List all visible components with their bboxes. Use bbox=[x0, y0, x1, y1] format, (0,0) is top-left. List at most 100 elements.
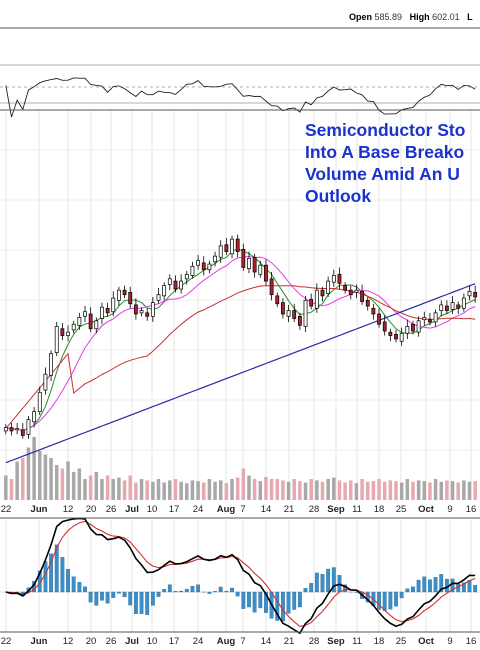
volume-bar bbox=[190, 480, 195, 500]
macd-histogram-bar bbox=[224, 590, 229, 593]
volume-bar bbox=[71, 472, 76, 500]
x-tick-label: Oct bbox=[418, 504, 435, 515]
volume-bar bbox=[405, 479, 410, 500]
volume-bar bbox=[83, 479, 87, 500]
x-tick-label: 28 bbox=[309, 504, 320, 515]
macd-histogram-bar bbox=[411, 586, 415, 593]
chart-headline[interactable]: Semiconductor Sto Into A Base Breako Vol… bbox=[305, 119, 480, 207]
volume-bar bbox=[122, 480, 127, 500]
volume-bar bbox=[139, 479, 144, 500]
macd-histogram-bar bbox=[145, 591, 150, 615]
volume-bar bbox=[77, 468, 82, 500]
volume-bar bbox=[94, 472, 99, 500]
volume-bar bbox=[49, 458, 53, 500]
candle-body bbox=[337, 273, 342, 284]
volume-bar bbox=[173, 479, 178, 500]
macd-histogram-bar bbox=[416, 579, 421, 593]
volume-bar bbox=[388, 480, 393, 500]
volume-bar bbox=[230, 479, 234, 500]
volume-bar bbox=[428, 482, 432, 500]
volume-bar bbox=[207, 479, 212, 500]
candle-body bbox=[133, 304, 138, 315]
headline-line-2: Into A Base Breako bbox=[305, 142, 465, 162]
candle-body bbox=[128, 292, 133, 305]
volume-bar bbox=[433, 479, 438, 500]
candle-body bbox=[105, 307, 110, 314]
x-tick-label: 21 bbox=[284, 504, 295, 515]
volume-bar bbox=[196, 481, 200, 500]
rsi-line bbox=[5, 77, 476, 118]
open-label: Open bbox=[349, 12, 373, 22]
volume-bar bbox=[439, 481, 443, 500]
volume-bar bbox=[21, 458, 25, 500]
macd-histogram-bar bbox=[456, 584, 461, 593]
macd-histogram-bar bbox=[473, 585, 478, 593]
x-tick-label: Sep bbox=[327, 504, 345, 515]
macd-histogram-bar bbox=[196, 584, 200, 593]
candle-body bbox=[394, 334, 398, 340]
macd-histogram-bar bbox=[467, 580, 472, 593]
ma-200-line bbox=[5, 283, 476, 464]
macd-histogram-bar bbox=[133, 591, 138, 615]
volume-bar bbox=[462, 480, 466, 500]
volume-bar bbox=[332, 477, 336, 500]
macd-histogram-bar bbox=[382, 591, 387, 611]
x-tick-label: 20 bbox=[86, 504, 97, 515]
macd-histogram-bar bbox=[83, 586, 87, 593]
candle-body bbox=[326, 280, 331, 294]
macd-line bbox=[5, 517, 476, 635]
candle-body bbox=[343, 285, 348, 291]
volume-bar bbox=[151, 481, 155, 500]
open-value: 585.89 bbox=[374, 12, 403, 22]
volume-bar bbox=[252, 479, 257, 500]
candle-body bbox=[252, 256, 257, 273]
candle-body bbox=[162, 285, 167, 297]
macd-histogram-bar bbox=[190, 586, 195, 593]
volume-bar bbox=[320, 481, 325, 500]
x-tick-label-macd: 28 bbox=[309, 636, 320, 647]
macd-histogram-bar bbox=[77, 582, 82, 593]
x-tick-label: 11 bbox=[352, 504, 362, 515]
macd-histogram-bar bbox=[162, 589, 167, 593]
x-tick-label: 12 bbox=[63, 504, 74, 515]
x-tick-label: Jun bbox=[31, 504, 48, 515]
x-tick-label: 10 bbox=[147, 504, 158, 515]
volume-bar bbox=[185, 483, 189, 500]
moving-averages bbox=[5, 248, 476, 464]
volume-bar bbox=[54, 465, 59, 500]
candle-body bbox=[173, 280, 178, 290]
macd-histogram-bar bbox=[128, 591, 133, 606]
candle-body bbox=[190, 265, 195, 276]
candle-body bbox=[66, 331, 70, 336]
volume-bar bbox=[382, 481, 387, 500]
candle-body bbox=[26, 419, 31, 435]
volume-bar bbox=[241, 468, 246, 500]
volume-bar bbox=[377, 479, 381, 500]
high-value: 602.01 bbox=[432, 12, 460, 22]
candle-body bbox=[456, 304, 461, 309]
x-tick-label-macd: 24 bbox=[193, 636, 204, 647]
volume-bar bbox=[15, 461, 19, 500]
macd-histogram-bar bbox=[60, 557, 65, 593]
volume-bar bbox=[145, 480, 149, 500]
volume-bar bbox=[179, 481, 183, 500]
candle-body bbox=[314, 289, 319, 309]
candle-body bbox=[416, 320, 421, 333]
candle-body bbox=[303, 300, 308, 327]
volume-bar bbox=[411, 481, 415, 500]
candle-body bbox=[269, 278, 274, 296]
candle-body bbox=[461, 297, 466, 309]
volume-bar bbox=[9, 479, 14, 500]
macd-histogram-bar bbox=[247, 591, 251, 608]
macd-histogram-bar bbox=[173, 591, 178, 593]
macd-histogram-bar bbox=[309, 583, 314, 593]
volume-bar bbox=[218, 480, 223, 500]
x-tick-label-macd: 20 bbox=[86, 636, 97, 647]
volume-bar bbox=[213, 481, 217, 500]
volume-bar bbox=[281, 480, 285, 500]
volume-bar bbox=[224, 483, 229, 500]
macd-histogram-bar bbox=[105, 591, 110, 604]
headline-line-4: Outlook bbox=[305, 186, 372, 206]
volume-bar bbox=[100, 479, 104, 500]
volume-bar bbox=[26, 447, 31, 500]
